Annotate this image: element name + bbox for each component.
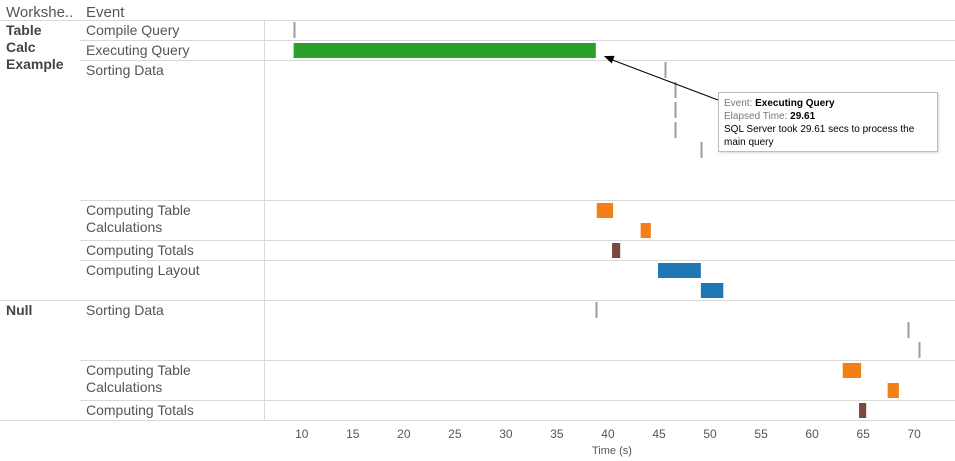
row-grid (0, 20, 955, 421)
arrow-line (609, 58, 719, 101)
tooltip-elapsed-value: 29.61 (790, 111, 816, 122)
tooltip-event-label: Event: (724, 98, 753, 109)
arrow-head (603, 55, 615, 64)
duration-bar (842, 363, 862, 378)
worksheet-column-header: Workshe.. (6, 4, 73, 21)
x-tick-label: 65 (856, 427, 870, 441)
x-axis: 10 15 20 25 30 35 40 45 50 55 60 65 70 Time (s) (295, 427, 921, 457)
duration-bar (657, 263, 701, 278)
annotation-arrow (603, 55, 719, 101)
x-tick-label: 10 (295, 427, 309, 441)
event-label: Computing Totals (86, 402, 194, 418)
duration-bar (293, 43, 596, 58)
worksheet-label: Table Calc Example (6, 22, 64, 72)
tooltip-note: SQL Server took 29.61 secs to process th… (724, 124, 915, 148)
x-tick-label: 45 (652, 427, 666, 441)
x-tick-label: 70 (907, 427, 921, 441)
x-tick-label: 55 (754, 427, 768, 441)
x-tick-label: 25 (448, 427, 462, 441)
tooltip-event-line: Event: Executing Query (724, 97, 932, 110)
x-tick-label: 20 (397, 427, 411, 441)
duration-bar (640, 223, 651, 238)
duration-bar (612, 243, 621, 258)
event-column-header: Event (86, 4, 125, 21)
event-label: Compile Query (86, 22, 179, 38)
x-tick-label: 40 (601, 427, 615, 441)
event-marks (293, 22, 921, 418)
x-tick-label: 30 (499, 427, 513, 441)
x-tick-label: 35 (550, 427, 564, 441)
annotation-tooltip: Event: Executing Query Elapsed Time: 29.… (718, 92, 938, 152)
duration-bar (887, 383, 899, 398)
tooltip-event-value: Executing Query (755, 98, 835, 109)
duration-bar (596, 203, 614, 218)
event-label: Sorting Data (86, 62, 164, 78)
event-label: Computing Table Calculations (86, 202, 191, 235)
worksheet-label: Null (6, 302, 32, 318)
event-label: Executing Query (86, 42, 190, 58)
event-label: Computing Totals (86, 242, 194, 258)
tooltip-elapsed-line: Elapsed Time: 29.61 (724, 110, 932, 123)
x-tick-label: 15 (346, 427, 360, 441)
x-tick-label: 50 (703, 427, 717, 441)
event-label: Computing Table Calculations (86, 362, 191, 395)
x-axis-label: Time (s) (592, 445, 632, 457)
event-label: Sorting Data (86, 302, 164, 318)
x-tick-label: 60 (805, 427, 819, 441)
tooltip-elapsed-label: Elapsed Time: (724, 111, 788, 122)
row-labels: Table Calc Example Null Compile Query Executi… (6, 22, 200, 418)
duration-bar (859, 403, 867, 418)
duration-bar (700, 283, 724, 298)
event-label: Computing Layout (86, 262, 200, 278)
